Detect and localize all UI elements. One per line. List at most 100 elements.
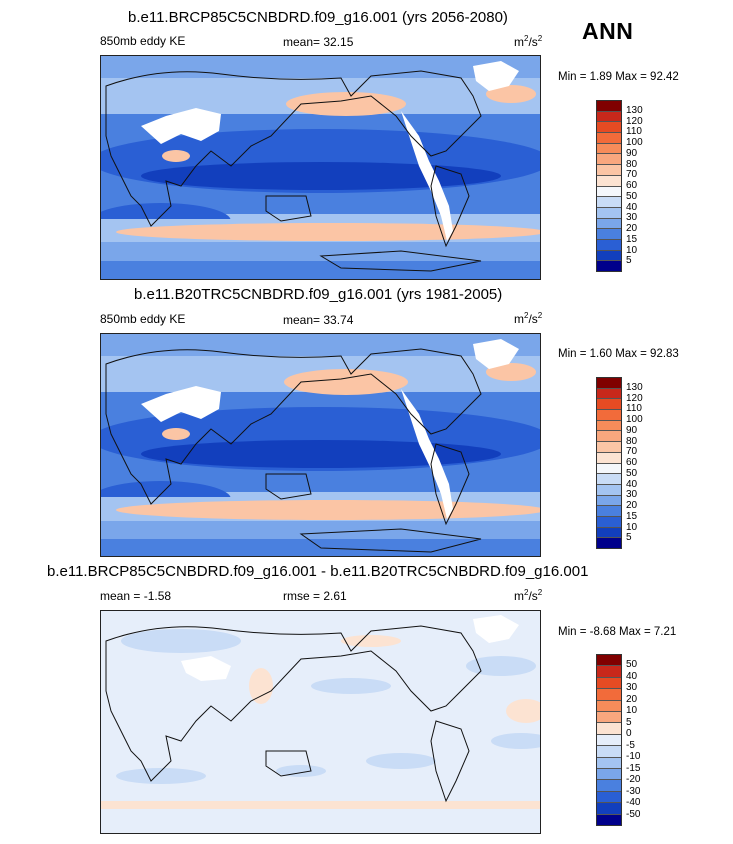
colorbar-tick-label: 60 [626,180,638,191]
panel1-map [100,55,541,280]
colorbar-tick-label: 0 [626,728,632,740]
colorbar-tick-label: 10 [626,705,638,717]
panel2-title: b.e11.B20TRC5CNBDRD.f09_g16.001 (yrs 198… [134,286,503,303]
colorbar-segment [597,250,621,262]
colorbar-segment [597,506,621,517]
colorbar-segment [597,463,621,475]
colorbar-tick-label: 20 [626,693,638,705]
colorbar-segment [597,378,621,389]
colorbar-segment [597,712,621,724]
colorbar-tick-label: 80 [626,435,638,447]
colorbar-tick-label: -50 [626,808,641,820]
colorbar-tick-label: -30 [626,785,641,797]
panel1-title: b.e11.BRCP85C5CNBDRD.f09_g16.001 (yrs 20… [128,9,508,26]
colorbar-tick-label: 90 [626,424,638,436]
colorbar-segment [597,388,621,400]
colorbar-tick-label: -40 [626,797,641,809]
colorbar-tick-label: 10 [626,521,638,533]
panel2-minmax: Min = 1.60 Max = 92.83 [558,348,679,360]
colorbar-tick-label: -15 [626,762,641,774]
colorbar-tick-label: 100 [626,137,643,148]
panel2-colorbar [596,377,622,549]
panel1-variable-label: 850mb eddy KE [100,34,186,48]
colorbar-tick-label: 30 [626,489,638,501]
colorbar-segment [597,780,621,792]
panel2-variable-label: 850mb eddy KE [100,312,186,326]
colorbar-tick-label: 100 [626,414,643,425]
colorbar-segment [597,769,621,781]
colorbar-segment [597,122,621,134]
colorbar-tick-label: 50 [626,659,638,671]
colorbar-segment [597,814,621,826]
panel1-colorbar [596,100,622,272]
colorbar-segment [597,495,621,507]
colorbar-segment [597,700,621,713]
colorbar-tick-label: 60 [626,457,638,468]
colorbar-tick-label: 90 [626,147,638,159]
colorbar-tick-label: 5 [626,532,632,544]
colorbar-segment [597,218,621,230]
panel3-colorbar [596,654,622,826]
colorbar-segment [597,723,621,735]
colorbar-segment [597,186,621,198]
colorbar-segment [597,666,621,678]
colorbar-segment [597,746,621,758]
colorbar-segment [597,143,621,155]
panel1-units: m2/s2 [514,34,543,49]
colorbar-tick-label: 70 [626,446,638,458]
colorbar-tick-label: 40 [626,478,638,490]
colorbar-tick-label: 130 [626,381,643,393]
colorbar-segment [597,803,621,815]
colorbar-segment [597,527,621,539]
colorbar-segment [597,452,621,464]
colorbar-segment [597,677,621,690]
colorbar-segment [597,133,621,144]
colorbar-segment [597,516,621,528]
colorbar-tick-label: 15 [626,510,638,522]
colorbar-tick-label: 15 [626,233,638,245]
panel3-rmse-label: rmse = 2.61 [283,589,347,603]
colorbar-segment [597,101,621,112]
colorbar-tick-label: 30 [626,682,638,694]
colorbar-segment [597,757,621,770]
colorbar-segment [597,689,621,701]
colorbar-tick-label: 50 [626,467,638,479]
colorbar-segment [597,734,621,747]
panel1-mean-label: mean= 32.15 [283,35,354,49]
colorbar-segment [597,175,621,187]
colorbar-segment [597,655,621,667]
colorbar-segment [597,442,621,453]
colorbar-tick-label: 70 [626,169,638,181]
colorbar-tick-label: 120 [626,392,643,404]
panel1-minmax: Min = 1.89 Max = 92.42 [558,71,679,83]
colorbar-tick-label: 110 [626,403,642,415]
colorbar-segment [597,111,621,123]
panel3-map [100,610,541,834]
colorbar-segment [597,261,621,271]
colorbar-segment [597,154,621,166]
colorbar-segment [597,538,621,548]
colorbar-tick-label: 130 [626,104,643,116]
panel2-map [100,333,541,557]
colorbar-segment [597,431,621,443]
colorbar-segment [597,474,621,485]
season-label: ANN [582,18,634,44]
colorbar-tick-label: 80 [626,158,638,170]
colorbar-segment [597,239,621,251]
colorbar-tick-label: 40 [626,670,638,682]
colorbar-tick-label: 110 [626,126,642,138]
colorbar-segment [597,165,621,176]
colorbar-tick-label: 120 [626,115,643,127]
colorbar-tick-label: 10 [626,244,638,256]
colorbar-tick-label: -20 [626,774,641,786]
colorbar-segment [597,197,621,208]
colorbar-tick-label: 30 [626,212,638,224]
colorbar-tick-label: 20 [626,500,638,511]
colorbar-segment [597,207,621,219]
panel3-units: m2/s2 [514,588,543,603]
colorbar-tick-label: 20 [626,223,638,234]
colorbar-tick-label: 5 [626,255,632,267]
panel3-title: b.e11.BRCP85C5CNBDRD.f09_g16.001 - b.e11… [47,563,589,580]
colorbar-segment [597,399,621,411]
colorbar-tick-label: 5 [626,716,632,728]
